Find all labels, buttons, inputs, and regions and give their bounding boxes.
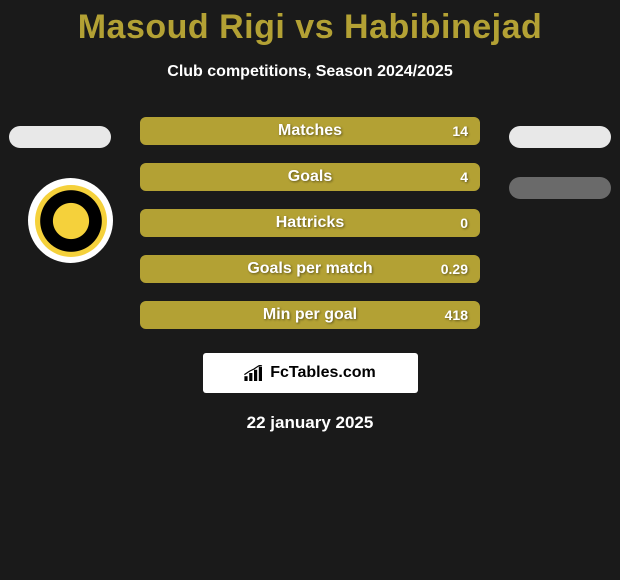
stat-bar: Goals per match (140, 255, 480, 283)
stat-value: 4 (460, 169, 468, 185)
bars-icon (244, 365, 264, 381)
club-badge-right (509, 177, 611, 199)
club-badge-left (28, 178, 113, 263)
stat-label: Goals per match (247, 260, 372, 278)
date-label: 22 january 2025 (247, 413, 374, 433)
stat-value: 418 (445, 307, 468, 323)
source-logo-text: FcTables.com (270, 364, 376, 382)
stat-row: Matches 14 (140, 117, 480, 145)
stat-label: Min per goal (263, 306, 357, 324)
stat-value: 14 (452, 123, 468, 139)
stat-bar: Min per goal (140, 301, 480, 329)
player-avatar-left (9, 126, 111, 148)
stat-row: Min per goal 418 (140, 301, 480, 329)
stat-bar: Goals (140, 163, 480, 191)
stat-value: 0 (460, 215, 468, 231)
stat-label: Goals (288, 168, 332, 186)
stat-row: Goals per match 0.29 (140, 255, 480, 283)
stats-bars: Matches 14 Goals 4 Hattricks 0 Goals per match… (140, 117, 480, 329)
stat-label: Matches (278, 122, 342, 140)
subtitle: Club competitions, Season 2024/2025 (167, 63, 452, 81)
club-badge-inner (35, 185, 107, 257)
player-avatar-right (509, 126, 611, 148)
main-container: Masoud Rigi vs Habibinejad Club competit… (0, 0, 620, 580)
stat-row: Hattricks 0 (140, 209, 480, 237)
stat-bar: Matches (140, 117, 480, 145)
stat-value: 0.29 (441, 261, 468, 277)
stat-row: Goals 4 (140, 163, 480, 191)
page-title: Masoud Rigi vs Habibinejad (78, 8, 543, 47)
source-logo: FcTables.com (203, 353, 418, 393)
stat-bar: Hattricks (140, 209, 480, 237)
stat-label: Hattricks (276, 214, 344, 232)
club-badge-center (59, 209, 83, 233)
